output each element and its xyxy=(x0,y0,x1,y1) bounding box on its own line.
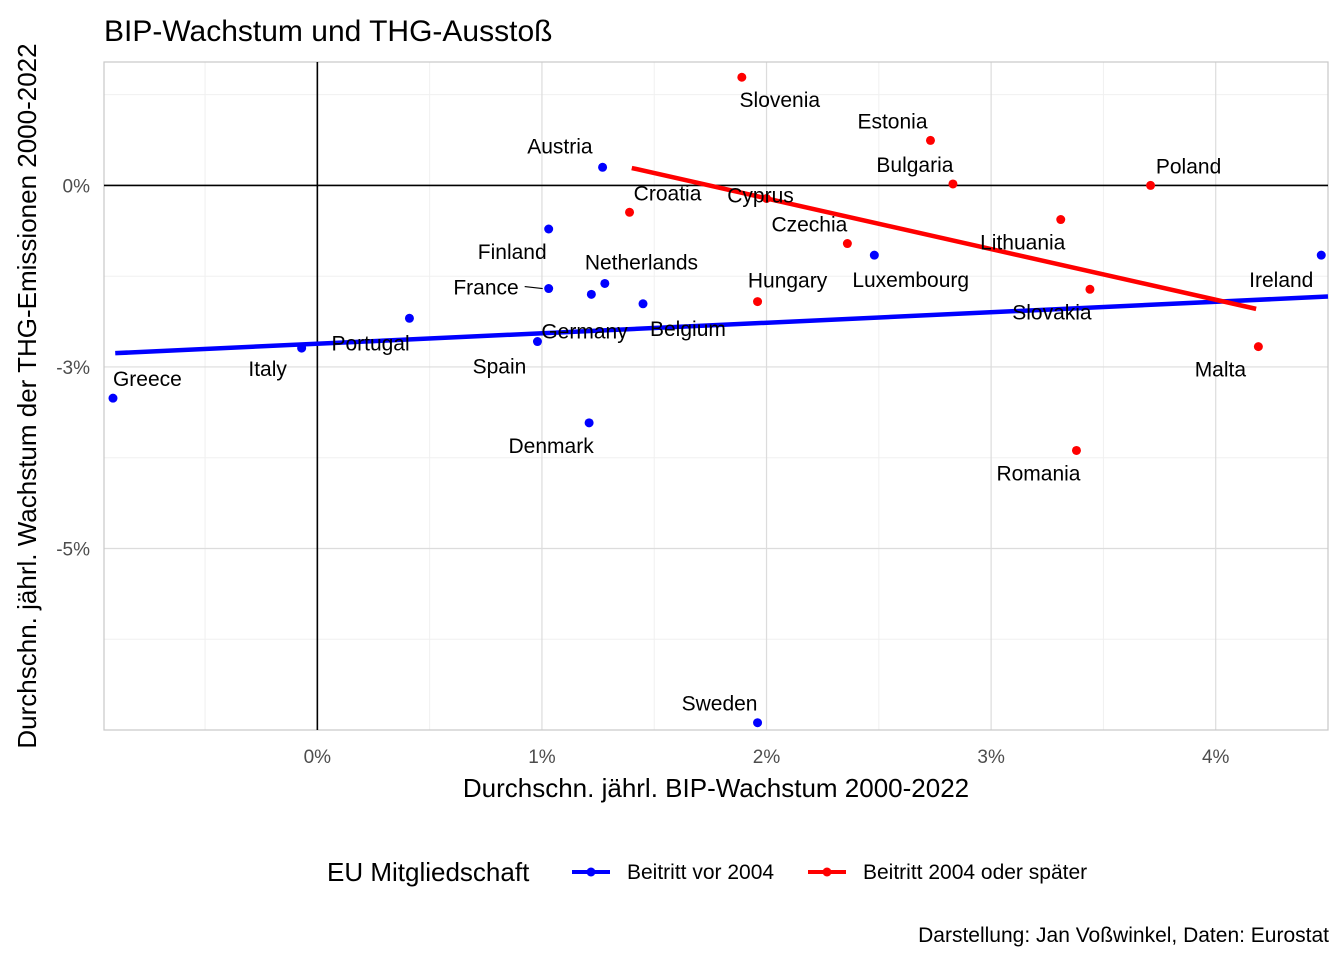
trend-line-2004-or-later xyxy=(631,165,1257,312)
x-tick-label: 1% xyxy=(528,747,556,768)
label-slovakia: Slovakia xyxy=(1012,301,1092,324)
label-romania: Romania xyxy=(996,462,1080,485)
chart-caption: Darstellung: Jan Voßwinkel, Daten: Euros… xyxy=(918,924,1329,947)
label-hungary: Hungary xyxy=(748,270,828,293)
point-bulgaria xyxy=(948,179,958,189)
y-axis-title: Durchschn. jährl. Wachstum der THG-Emiss… xyxy=(12,43,42,748)
label-austria: Austria xyxy=(527,135,593,158)
point-slovenia xyxy=(737,72,747,82)
point-romania xyxy=(1071,445,1081,455)
chart-title: BIP-Wachstum und THG-Ausstoß xyxy=(104,15,552,48)
plot-grid xyxy=(103,61,1329,731)
trend-lines xyxy=(115,165,1329,356)
legend-entry-before-2004: Beitritt vor 2004 xyxy=(627,861,774,884)
legend-entry-2004-or-later: Beitritt 2004 oder später xyxy=(863,861,1087,884)
point-netherlands xyxy=(600,278,610,288)
label-netherlands: Netherlands xyxy=(585,251,698,274)
label-italy: Italy xyxy=(248,358,287,381)
label-slovenia: Slovenia xyxy=(740,89,821,112)
point-czechia xyxy=(842,239,852,249)
label-germany: Germany xyxy=(541,320,628,343)
y-tick-label: 0% xyxy=(63,176,91,197)
point-slovakia xyxy=(1085,284,1095,294)
point-denmark xyxy=(584,418,594,428)
x-tick-label: 4% xyxy=(1202,747,1230,768)
label-czechia: Czechia xyxy=(771,214,847,237)
point-sweden xyxy=(753,718,763,728)
label-leader-france xyxy=(524,285,543,290)
point-portugal xyxy=(404,313,414,323)
point-labels: Austria Finland Netherlands France Germany Be… xyxy=(113,89,1313,715)
label-croatia: Croatia xyxy=(634,182,702,205)
label-belgium: Belgium xyxy=(650,318,726,341)
point-austria xyxy=(598,162,608,172)
point-cyprus xyxy=(762,194,772,204)
label-poland: Poland xyxy=(1156,155,1221,178)
legend-title: EU Mitgliedschaft xyxy=(327,857,530,887)
point-malta xyxy=(1253,342,1263,352)
point-spain xyxy=(532,337,542,347)
label-sweden: Sweden xyxy=(682,693,758,716)
point-germany xyxy=(586,289,596,299)
point-france xyxy=(544,284,554,294)
label-malta: Malta xyxy=(1195,359,1247,382)
point-greece xyxy=(108,393,118,403)
point-lithuania xyxy=(1056,215,1066,225)
point-hungary xyxy=(753,297,763,307)
point-ireland xyxy=(1316,250,1326,260)
label-denmark: Denmark xyxy=(509,435,595,458)
point-poland xyxy=(1146,180,1156,190)
x-tick-label: 2% xyxy=(753,747,781,768)
label-lithuania: Lithuania xyxy=(980,232,1066,255)
label-luxembourg: Luxembourg xyxy=(852,269,969,292)
label-cyprus: Cyprus xyxy=(727,185,794,208)
trend-line-before-2004 xyxy=(115,294,1329,356)
y-tick-label: -5% xyxy=(56,539,90,560)
label-portugal: Portugal xyxy=(331,332,409,355)
label-ireland: Ireland xyxy=(1249,269,1313,292)
legend-blue-dot xyxy=(586,867,596,877)
point-estonia xyxy=(925,135,935,145)
label-bulgaria: Bulgaria xyxy=(876,154,953,177)
point-finland xyxy=(544,224,554,234)
label-greece: Greece xyxy=(113,368,182,391)
label-estonia: Estonia xyxy=(857,110,927,133)
point-croatia xyxy=(625,207,635,217)
legend-red-dot xyxy=(822,867,832,877)
y-tick-label: -3% xyxy=(56,358,90,379)
data-points xyxy=(108,72,1326,728)
label-finland: Finland xyxy=(478,241,547,264)
label-spain: Spain xyxy=(473,356,527,379)
point-belgium xyxy=(638,299,648,309)
legend: EU Mitgliedschaft Beitritt vor 2004 Beit… xyxy=(327,857,1087,887)
point-italy xyxy=(297,343,307,353)
x-tick-label: 3% xyxy=(977,747,1005,768)
label-france: France xyxy=(453,277,518,300)
x-axis-title: Durchschn. jährl. BIP-Wachstum 2000-2022 xyxy=(463,773,969,803)
x-tick-label: 0% xyxy=(304,747,332,768)
axis-ticks: 0% 1% 2% 3% 4% 0% -3% -5% xyxy=(56,176,1229,768)
point-luxembourg xyxy=(869,250,879,260)
plot-panel-border xyxy=(103,61,1329,731)
